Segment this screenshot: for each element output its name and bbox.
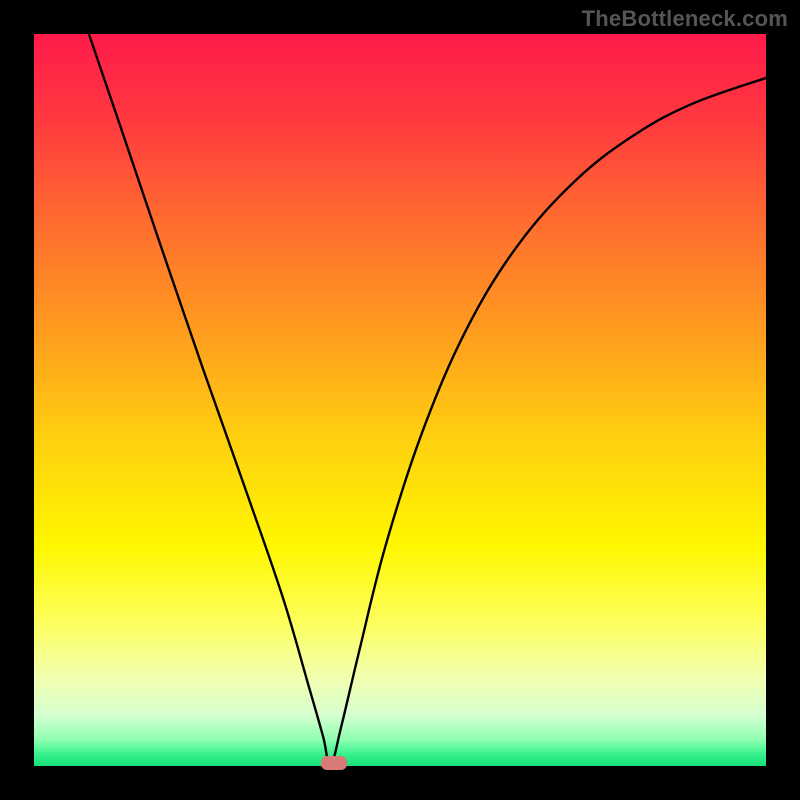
plot-frame (34, 34, 766, 766)
chart-container: { "watermark": { "text": "TheBottleneck.… (0, 0, 800, 800)
bottleneck-curve (34, 34, 766, 766)
watermark-text: TheBottleneck.com (582, 6, 788, 32)
optimum-marker (321, 756, 347, 770)
